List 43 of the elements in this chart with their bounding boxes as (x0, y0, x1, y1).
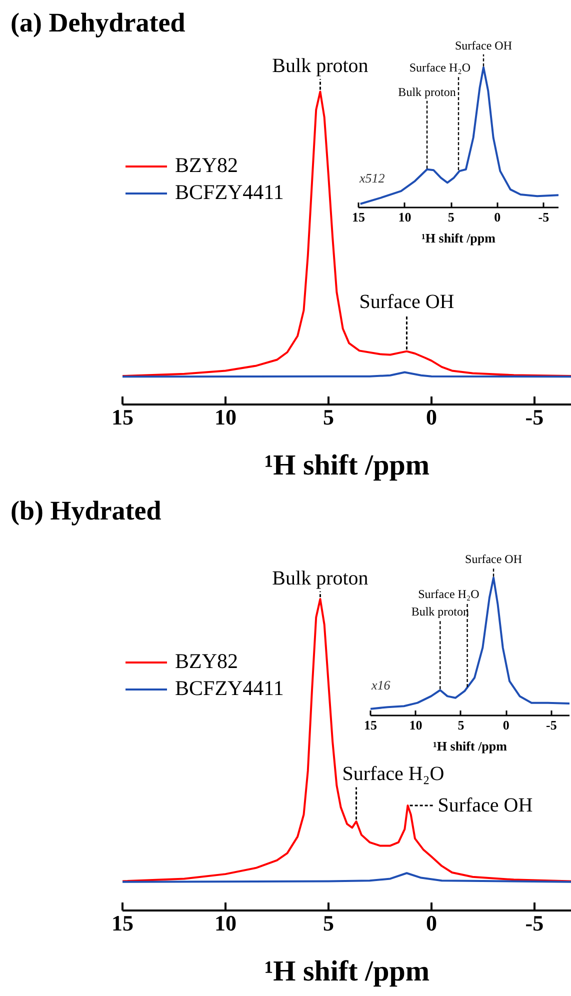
x-tick-label: 10 (214, 910, 236, 936)
x-axis-title: ¹H shift /ppm (264, 450, 430, 482)
x-tick-label: 5 (458, 718, 465, 732)
x-tick-label: 0 (426, 910, 437, 936)
annotation: x512 (358, 170, 386, 186)
x-tick-label: 0 (426, 404, 437, 430)
chart-title: (a) Dehydrated (10, 8, 186, 38)
x-tick-label: 10 (409, 718, 422, 732)
chart-title: (b) Hydrated (10, 496, 162, 526)
x-tick-label: -5 (546, 718, 558, 732)
annotation: Bulk proton (398, 84, 456, 99)
x-tick-label: 15 (112, 910, 134, 936)
annotation: Surface H₂O (409, 60, 471, 75)
annotation: Surface OH (465, 552, 522, 566)
annotation: Surface H₂O (418, 587, 480, 602)
x-tick-label: 0 (502, 718, 510, 732)
annotation: Bulk proton (411, 604, 469, 619)
legend-label: BZY82 (175, 649, 238, 674)
x-tick-label: -5 (538, 210, 550, 224)
x-tick-label: 0 (494, 210, 501, 224)
x-tick-label: 5 (322, 404, 334, 430)
x-axis-title: ¹H shift /ppm (433, 738, 508, 754)
x-axis-title: ¹H shift /ppm (422, 230, 496, 246)
x-tick-label: 10 (398, 210, 412, 224)
annotation: Surface OH (438, 794, 533, 817)
x-tick-label: 15 (112, 404, 134, 430)
x-tick-label: -5 (525, 910, 544, 936)
annotation: Surface OH (359, 291, 454, 314)
annotation: Surface OH (455, 38, 512, 52)
annotation: x16 (370, 677, 391, 692)
x-tick-label: 15 (352, 210, 366, 224)
legend-label: BCFZY4411 (175, 180, 284, 205)
x-tick-label: 5 (322, 910, 334, 936)
x-tick-label: 5 (448, 210, 455, 224)
annotation: Bulk proton (272, 567, 368, 590)
x-tick-label: 15 (364, 718, 378, 732)
legend-label: BZY82 (175, 153, 238, 178)
legend-label: BCFZY4411 (175, 676, 284, 701)
annotation: Bulk proton (272, 54, 368, 77)
annotation: Surface H₂O (342, 763, 444, 786)
x-tick-label: -5 (525, 404, 544, 430)
x-tick-label: 10 (214, 404, 236, 430)
x-axis-title: ¹H shift /ppm (264, 956, 430, 988)
